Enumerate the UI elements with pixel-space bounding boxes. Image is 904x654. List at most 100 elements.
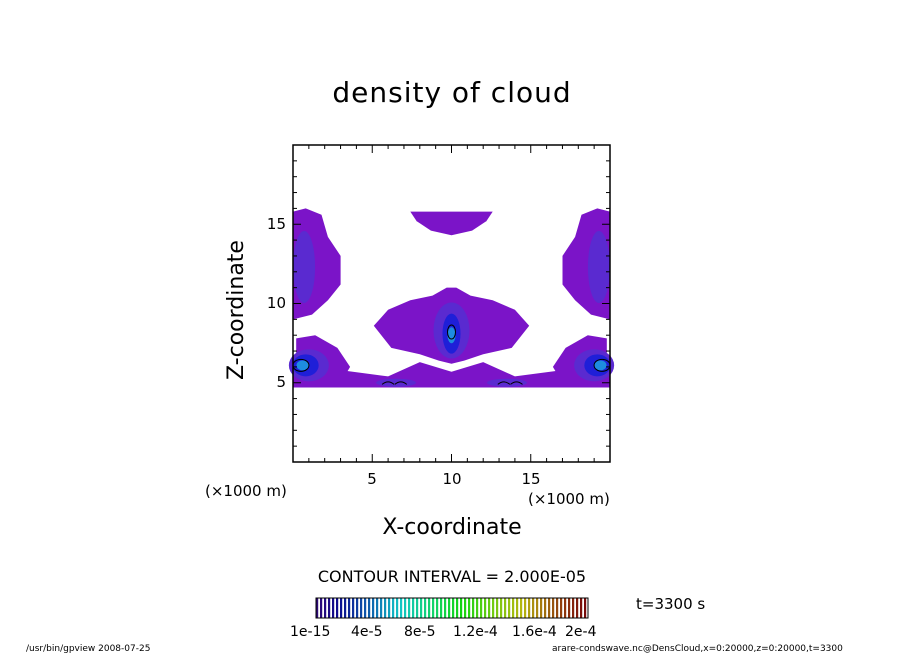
colorbar-cell: [364, 598, 367, 618]
colorbar-frame: [315, 597, 589, 619]
colorbar-cell: [556, 598, 559, 618]
colorbar-label: 1e-15: [290, 624, 331, 640]
colorbar-cell: [564, 598, 567, 618]
colorbar-cell: [576, 598, 579, 618]
colorbar-cell: [408, 598, 411, 618]
colorbar-cell: [336, 598, 339, 618]
colorbar-label: 4e-5: [351, 624, 383, 640]
colorbar-cell: [528, 598, 531, 618]
contour-line: [497, 381, 511, 385]
colorbar-cell: [344, 598, 347, 618]
colorbar-cell: [436, 598, 439, 618]
contour-line: [447, 324, 456, 340]
colorbar-cell: [448, 598, 451, 618]
colorbar-cell: [480, 598, 483, 618]
contour-line: [394, 381, 408, 385]
colorbar-cell: [492, 598, 495, 618]
colorbar-cell: [488, 598, 491, 618]
right-base-core-inner: [594, 360, 607, 371]
contour-line: [381, 381, 395, 385]
colorbar-label: 1.6e-4: [512, 624, 557, 640]
colorbar-cell: [316, 598, 319, 618]
colorbar-cell: [580, 598, 583, 618]
colorbar-cell: [356, 598, 359, 618]
colorbar-cell: [512, 598, 515, 618]
contour-interval-text: CONTOUR INTERVAL = 2.000E-05: [317, 567, 587, 586]
colorbar-cell: [476, 598, 479, 618]
colorbar-cell: [420, 598, 423, 618]
colorbar-cell: [372, 598, 375, 618]
colorbar-cell: [352, 598, 355, 618]
y-tick-label: 5: [276, 373, 286, 391]
left-upper-cloud-core: [293, 231, 316, 304]
colorbar-cell: [376, 598, 379, 618]
colorbar-cell: [536, 598, 539, 618]
top-center-cloud: [410, 211, 493, 236]
colorbar-cell: [424, 598, 427, 618]
footer-left: /usr/bin/gpview 2008-07-25: [26, 644, 151, 654]
colorbar-cell: [444, 598, 447, 618]
cloud-density-field: [288, 208, 615, 388]
left-base-core-inner: [296, 360, 309, 371]
footer-right: arare-condswave.nc@DensCloud,x=0:20000,z…: [552, 644, 843, 654]
x-unit-label: (×1000 m): [528, 490, 610, 508]
colorbar-cell: [396, 598, 399, 618]
colorbar-cell: [568, 598, 571, 618]
colorbar-cell: [456, 598, 459, 618]
contour-line: [510, 381, 523, 385]
colorbar-cell: [332, 598, 335, 618]
axis-ticks: [293, 145, 610, 462]
colorbar-cell: [472, 598, 475, 618]
colorbar-cell: [516, 598, 519, 618]
colorbar-cell: [404, 598, 407, 618]
colorbar-cell: [520, 598, 523, 618]
colorbar-cell: [548, 598, 551, 618]
colorbar-cell: [552, 598, 555, 618]
x-tick-label: 5: [367, 470, 377, 488]
colorbar-cell: [348, 598, 351, 618]
colorbar-cell: [460, 598, 463, 618]
colorbar-label: 2e-4: [565, 624, 597, 640]
colorbar-cell: [464, 598, 467, 618]
right-upper-cloud-core: [587, 231, 610, 304]
time-label: t=3300 s: [636, 595, 706, 613]
colorbar-cell: [544, 598, 547, 618]
colorbar-cell: [400, 598, 403, 618]
x-tick-label: 15: [521, 470, 541, 488]
colorbar-cell: [584, 598, 587, 618]
contour-lines: [292, 324, 611, 385]
colorbar-cell: [380, 598, 383, 618]
colorbar-cell: [508, 598, 511, 618]
colorbar-cell: [452, 598, 455, 618]
colorbar-cell: [412, 598, 415, 618]
colorbar-cell: [384, 598, 387, 618]
base-layer-region: [293, 362, 610, 388]
colorbar-cell: [440, 598, 443, 618]
colorbar-cell: [540, 598, 543, 618]
y-tick-label: 10: [266, 294, 286, 312]
base-blob: [376, 378, 417, 387]
y-axis-label: Z-coordinate: [224, 240, 249, 380]
colorbar-cell: [504, 598, 507, 618]
colorbar-cell: [468, 598, 471, 618]
center-plume-inner: [447, 327, 456, 344]
colorbar-cell: [532, 598, 535, 618]
y-tick-label: 15: [266, 215, 286, 233]
colorbar-cell: [340, 598, 343, 618]
x-axis-label: X-coordinate: [382, 515, 522, 540]
x-tick-label: 10: [442, 470, 462, 488]
z-unit-label: (×1000 m): [205, 482, 287, 500]
colorbar-cell: [392, 598, 395, 618]
colorbar-cell: [320, 598, 323, 618]
colorbar-cell: [500, 598, 503, 618]
colorbar-cell: [328, 598, 331, 618]
colorbar-cell: [496, 598, 499, 618]
colorbar-label: 1.2e-4: [453, 624, 498, 640]
colorbar-cell: [360, 598, 363, 618]
chart-title: density of cloud: [332, 76, 572, 109]
colorbar-label: 8e-5: [404, 624, 436, 640]
colorbar: [315, 597, 589, 619]
colorbar-cell: [428, 598, 431, 618]
colorbar-cell: [484, 598, 487, 618]
